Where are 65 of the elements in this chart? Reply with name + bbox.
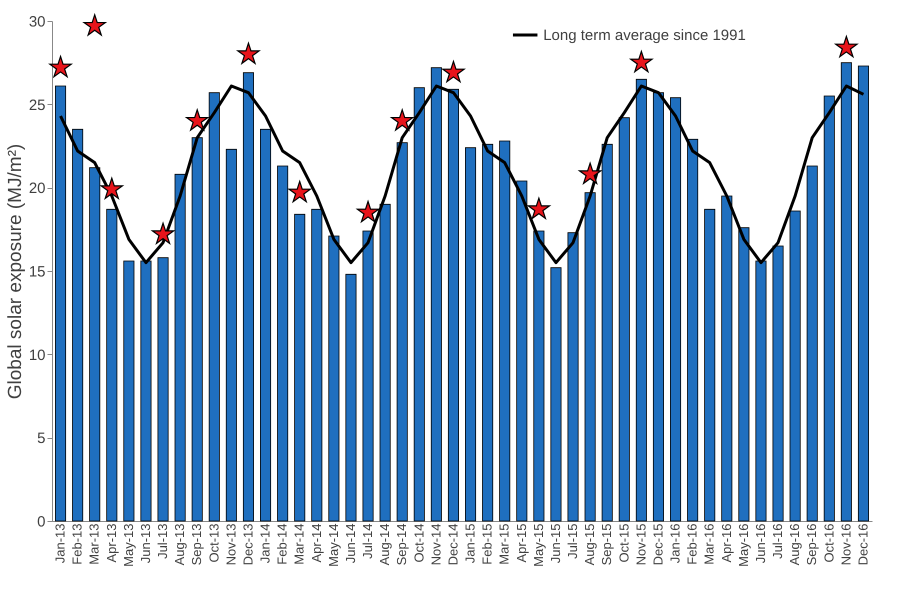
x-tick-label: May-16 [736,524,751,567]
x-tick-label: Jan-16 [668,524,683,564]
x-tick-label: Apr-15 [514,524,529,563]
x-tick-label: Dec-15 [650,524,666,566]
bar [704,208,716,522]
x-tick-label: Oct-13 [206,524,222,563]
y-tick-label: 15 [28,264,46,280]
x-tick-label: May-14 [326,524,341,567]
x-tick-label: Jun-13 [138,524,153,564]
y-axis-title: Global solar exposure (MJ/m²) [4,144,26,400]
y-tick-label: 25 [28,96,46,114]
bar [123,260,134,522]
x-tick-label: Jun-15 [548,524,563,564]
x-tick-label: Dec-14 [445,524,460,566]
x-tick-label: May-15 [530,524,546,567]
x-tick-label: Jun-14 [342,524,358,564]
x-tick-label: Sep-14 [394,524,410,566]
x-tick-label: Jul-15 [565,524,580,559]
bar [226,148,237,522]
x-tick-label: Jun-16 [752,524,768,564]
x-tick-label: Oct-16 [821,524,836,563]
x-tick-label: Feb-15 [480,524,495,565]
y-tick-label: 20 [28,180,46,198]
x-tick-label: Jan-13 [52,524,68,564]
x-tick-label: Nov-16 [838,524,854,566]
x-tick-label: Mar-14 [292,524,307,565]
y-tick-label: 0 [37,514,46,530]
x-tick-label: Apr-16 [718,524,734,563]
x-tick-label: Nov-14 [428,524,444,566]
x-tick-label: Jul-13 [155,524,170,559]
x-tick-label: Feb-14 [274,524,290,565]
x-tick-label: May-13 [120,524,136,567]
x-tick-label: Jan-15 [462,524,478,564]
x-tick-label: Jul-16 [770,524,786,559]
y-tick-label: 10 [28,346,46,364]
bar [345,274,356,522]
y-tick-label: 5 [37,430,46,448]
bar [465,147,476,522]
x-tick-label: Sep-13 [189,524,204,566]
x-tick-label: Aug-16 [787,524,802,566]
x-tick-label: Feb-16 [684,524,700,565]
legend-label: Long term average since 1991 [543,27,746,44]
x-tick-label: Mar-13 [86,524,102,565]
x-tick-label: Aug-14 [377,524,392,566]
x-tick-label: Jul-14 [360,524,376,559]
x-tick-label: Sep-16 [804,524,820,566]
y-tick-label: 30 [28,14,46,30]
x-tick-label: Sep-15 [599,524,614,566]
bar [158,257,169,522]
x-tick-label: Dec-13 [240,524,256,566]
bar [550,267,562,522]
x-tick-label: Apr-14 [308,524,324,563]
x-tick-label: Aug-15 [582,524,598,566]
x-tick-label: Mar-16 [702,524,717,565]
x-tick-label: Apr-13 [104,524,119,563]
x-tick-label: Nov-13 [223,524,238,566]
x-tick-label: Mar-15 [496,524,512,565]
x-tick-label: Aug-13 [172,524,188,566]
x-tick-label: Dec-16 [855,524,870,566]
x-tick-label: Nov-15 [633,524,648,566]
x-tick-label: Oct-15 [616,524,632,563]
x-tick-label: Oct-14 [411,524,426,563]
x-tick-label: Feb-13 [70,524,85,565]
bar [294,214,306,522]
x-tick-label: Jan-14 [258,524,273,564]
